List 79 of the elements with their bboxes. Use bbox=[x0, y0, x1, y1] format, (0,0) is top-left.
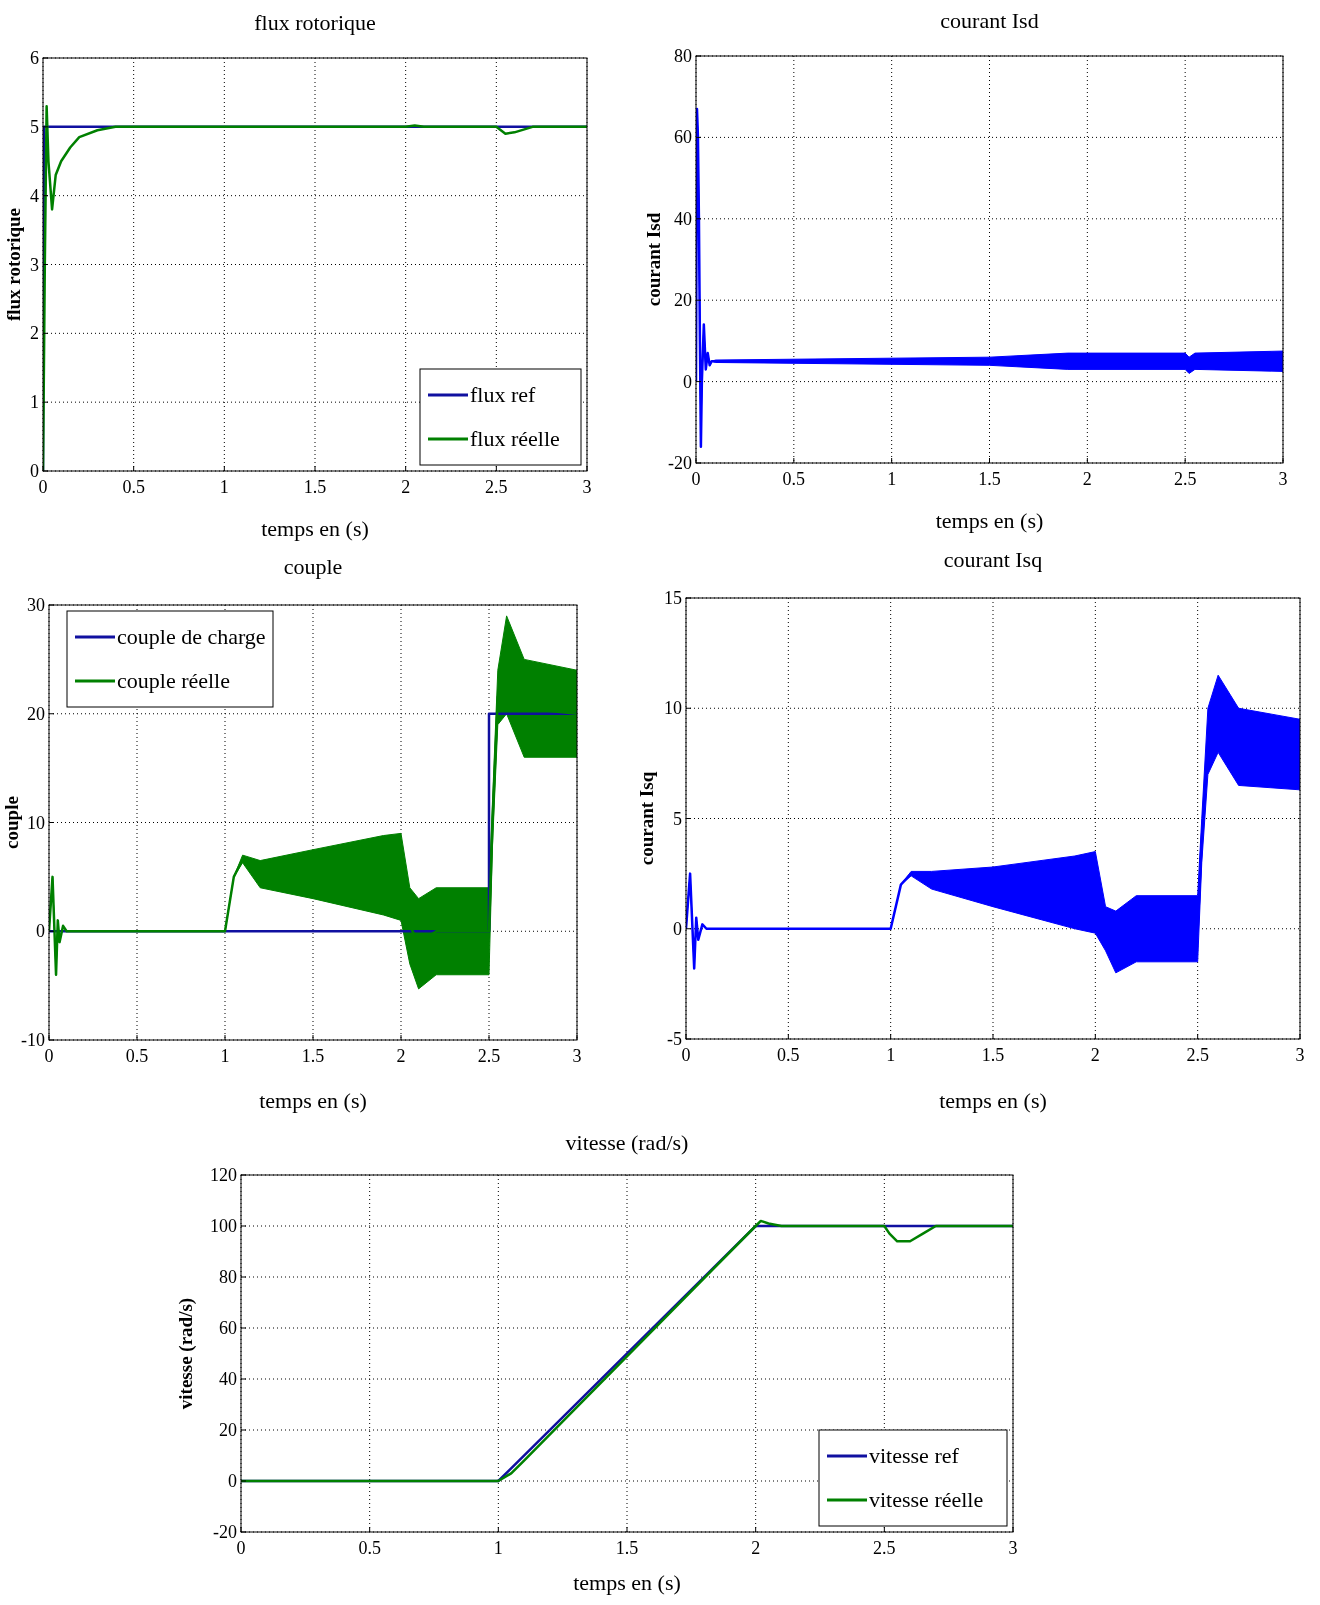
chart-title: courant Isd bbox=[940, 8, 1039, 33]
x-tick-label: 3 bbox=[582, 477, 592, 497]
x-axis-title: temps en (s) bbox=[939, 1088, 1047, 1113]
y-tick-label: -10 bbox=[21, 1030, 45, 1050]
y-axis-title: flux rotorique bbox=[3, 207, 24, 322]
y-tick-label: -5 bbox=[667, 1029, 682, 1049]
x-tick-label: 2.5 bbox=[1186, 1045, 1209, 1065]
x-axis-title: temps en (s) bbox=[573, 1570, 681, 1595]
x-tick-label: 2 bbox=[1082, 469, 1092, 489]
x-tick-label: 1 bbox=[493, 1538, 503, 1558]
legend-label: couple réelle bbox=[117, 668, 230, 693]
x-tick-label: 2.5 bbox=[485, 477, 508, 497]
x-tick-label: 3 bbox=[1278, 469, 1288, 489]
x-tick-label: 1.5 bbox=[978, 469, 1001, 489]
x-tick-label: 2 bbox=[401, 477, 411, 497]
y-tick-label: 30 bbox=[27, 595, 45, 615]
y-tick-label: 1 bbox=[30, 392, 39, 413]
x-tick-label: 1 bbox=[886, 1045, 896, 1065]
x-tick-label: 3 bbox=[1295, 1045, 1305, 1065]
x-tick-label: 2 bbox=[396, 1046, 406, 1066]
x-tick-label: 2 bbox=[751, 1538, 761, 1558]
x-tick-label: 0.5 bbox=[777, 1045, 800, 1065]
y-tick-label: 0 bbox=[673, 918, 682, 939]
y-tick-label: 0 bbox=[683, 371, 692, 392]
y-tick-label: 0 bbox=[228, 1471, 237, 1491]
y-axis-title: courant Isq bbox=[636, 771, 657, 866]
chart-title: courant Isq bbox=[943, 547, 1043, 572]
x-tick-label: 1 bbox=[887, 469, 897, 489]
y-tick-label: 10 bbox=[664, 698, 682, 719]
x-tick-label: 1.5 bbox=[301, 1046, 325, 1066]
x-axis-title: temps en (s) bbox=[935, 508, 1044, 533]
y-axis-title: courant Isd bbox=[643, 212, 664, 307]
chart-title: couple bbox=[283, 554, 343, 579]
x-tick-label: 3 bbox=[572, 1046, 582, 1066]
y-tick-label: 6 bbox=[30, 48, 39, 68]
chart-title: vitesse (rad/s) bbox=[565, 1130, 689, 1155]
y-tick-label: 60 bbox=[674, 127, 692, 148]
y-tick-label: 100 bbox=[210, 1216, 237, 1236]
x-tick-label: 0.5 bbox=[782, 469, 806, 489]
y-tick-label: -20 bbox=[668, 453, 692, 473]
y-tick-label: 0 bbox=[36, 921, 45, 942]
y-tick-label: 60 bbox=[219, 1318, 237, 1338]
y-tick-label: -20 bbox=[213, 1522, 237, 1542]
x-tick-label: 0.5 bbox=[358, 1538, 381, 1558]
y-tick-label: 5 bbox=[673, 808, 682, 829]
y-tick-label: 40 bbox=[219, 1369, 237, 1389]
y-tick-label: 2 bbox=[30, 323, 39, 344]
y-axis-title: couple bbox=[1, 796, 22, 849]
x-tick-label: 1.5 bbox=[981, 1045, 1005, 1065]
x-tick-label: 3 bbox=[1008, 1538, 1018, 1558]
legend-label: flux ref bbox=[470, 382, 537, 407]
y-tick-label: 20 bbox=[219, 1420, 237, 1440]
x-tick-label: 2.5 bbox=[1173, 469, 1197, 489]
y-tick-label: 20 bbox=[674, 290, 692, 311]
x-axis-title: temps en (s) bbox=[259, 1088, 367, 1113]
y-tick-label: 4 bbox=[30, 185, 39, 206]
x-tick-label: 2 bbox=[1090, 1045, 1100, 1065]
x-tick-label: 2.5 bbox=[873, 1538, 896, 1558]
legend-label: flux réelle bbox=[470, 426, 560, 451]
y-tick-label: 80 bbox=[219, 1267, 237, 1287]
y-axis-title: vitesse (rad/s) bbox=[175, 1297, 197, 1410]
x-tick-label: 2.5 bbox=[477, 1046, 501, 1066]
chart-title: flux rotorique bbox=[254, 10, 376, 35]
legend-label: vitesse ref bbox=[869, 1443, 960, 1468]
x-tick-label: 0.5 bbox=[122, 477, 145, 497]
legend-label: couple de charge bbox=[117, 624, 266, 649]
y-tick-label: 80 bbox=[674, 46, 692, 66]
x-axis-title: temps en (s) bbox=[261, 516, 369, 541]
x-tick-label: 0.5 bbox=[125, 1046, 149, 1066]
x-tick-label: 1.5 bbox=[303, 477, 327, 497]
y-tick-label: 15 bbox=[664, 588, 682, 608]
y-tick-label: 20 bbox=[27, 703, 45, 724]
legend-label: vitesse réelle bbox=[869, 1487, 984, 1512]
x-tick-label: 1.5 bbox=[615, 1538, 639, 1558]
y-tick-label: 10 bbox=[27, 812, 45, 833]
y-tick-label: 40 bbox=[674, 208, 692, 229]
y-tick-label: 120 bbox=[210, 1165, 237, 1185]
y-tick-label: 3 bbox=[30, 254, 39, 275]
y-tick-label: 5 bbox=[30, 116, 39, 137]
